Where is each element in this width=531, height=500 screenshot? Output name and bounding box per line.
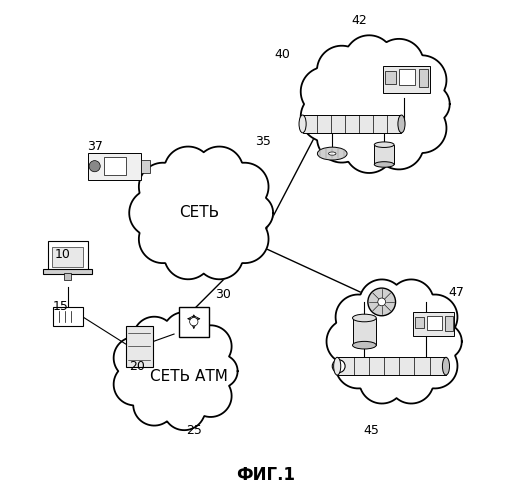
Polygon shape [129, 146, 273, 280]
Polygon shape [301, 36, 450, 173]
Ellipse shape [299, 115, 306, 133]
Ellipse shape [318, 147, 347, 160]
Bar [104, 158, 126, 175]
Bar [43, 269, 92, 274]
Bar [303, 115, 401, 133]
Bar [353, 318, 376, 345]
Text: 40: 40 [275, 48, 291, 61]
Bar [179, 307, 209, 336]
Bar [374, 144, 394, 165]
Circle shape [368, 288, 396, 316]
Ellipse shape [353, 342, 376, 349]
Text: 42: 42 [352, 14, 367, 26]
Ellipse shape [333, 358, 341, 375]
Bar [337, 358, 446, 375]
Text: СЕТЬ: СЕТЬ [179, 206, 219, 220]
Bar [125, 326, 153, 367]
Circle shape [89, 160, 100, 172]
Polygon shape [114, 312, 237, 430]
Text: 47: 47 [448, 286, 464, 298]
Bar [383, 66, 430, 92]
Text: 30: 30 [216, 288, 232, 301]
Text: 37: 37 [87, 140, 103, 152]
Text: 45: 45 [364, 424, 380, 437]
Text: 15: 15 [53, 300, 68, 314]
Bar [48, 241, 88, 270]
Bar [415, 317, 424, 328]
Bar [444, 316, 452, 332]
Text: 35: 35 [255, 134, 271, 147]
Ellipse shape [374, 142, 394, 148]
Circle shape [378, 298, 386, 306]
Bar [399, 70, 415, 86]
Bar [419, 70, 428, 87]
Bar [53, 308, 82, 326]
Circle shape [332, 360, 345, 372]
Ellipse shape [329, 152, 336, 155]
Ellipse shape [353, 314, 376, 322]
Bar [88, 153, 141, 180]
Polygon shape [327, 280, 462, 404]
Bar [64, 274, 71, 280]
Text: 20: 20 [129, 360, 145, 372]
Ellipse shape [374, 162, 394, 167]
Bar [385, 71, 396, 84]
Text: 10: 10 [55, 248, 71, 262]
Text: 25: 25 [186, 424, 202, 437]
Bar [413, 312, 454, 336]
Text: ФИГ.1: ФИГ.1 [236, 466, 295, 484]
Bar [427, 316, 441, 330]
Bar [141, 160, 150, 173]
Circle shape [190, 318, 198, 326]
Ellipse shape [442, 358, 450, 375]
Bar [52, 246, 83, 266]
Text: СЕТЬ АТМ: СЕТЬ АТМ [150, 368, 228, 384]
Ellipse shape [398, 115, 405, 133]
